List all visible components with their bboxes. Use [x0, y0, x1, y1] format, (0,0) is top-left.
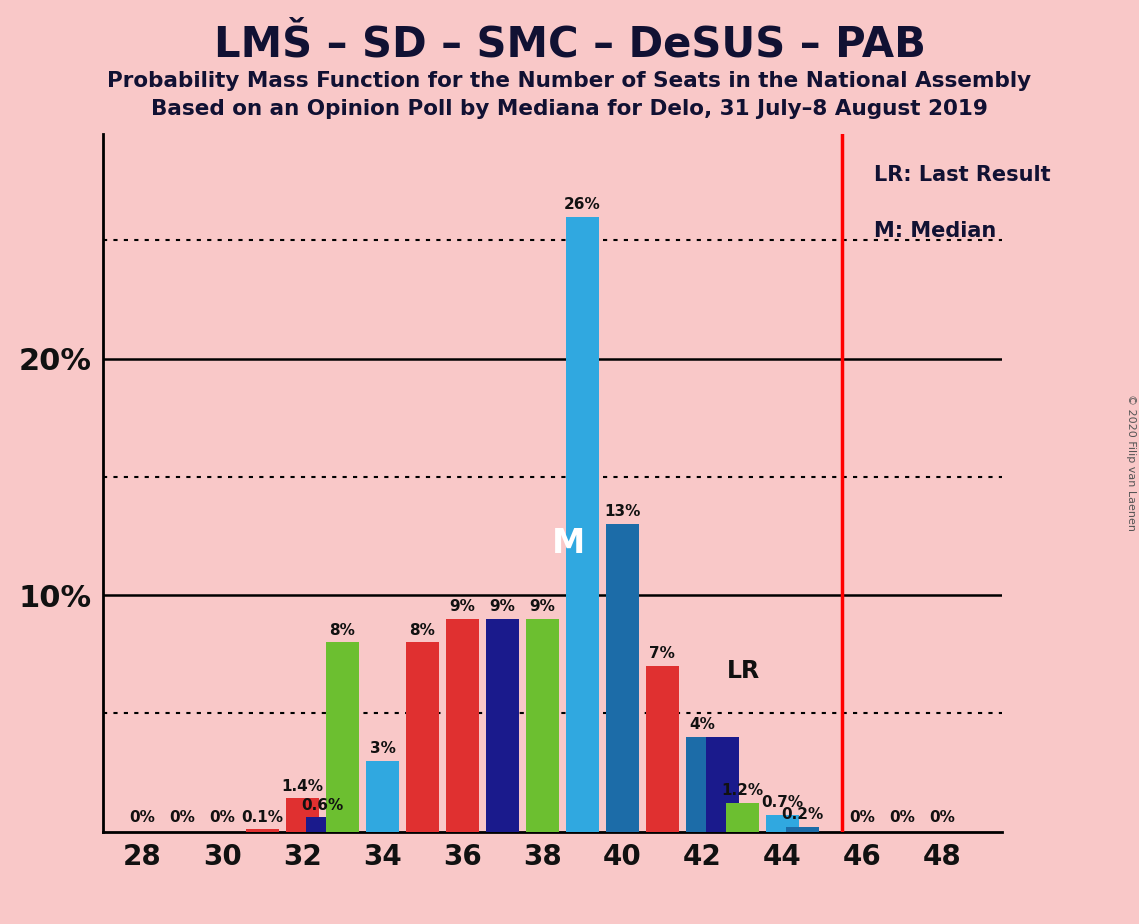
Bar — [686, 737, 719, 832]
Bar — [526, 619, 559, 832]
Text: © 2020 Filip van Laenen: © 2020 Filip van Laenen — [1126, 394, 1136, 530]
Text: 9%: 9% — [490, 599, 515, 614]
Text: 0%: 0% — [210, 809, 236, 824]
Bar — [405, 642, 439, 832]
Bar — [366, 760, 399, 832]
Text: 0.1%: 0.1% — [241, 809, 284, 824]
Text: 9%: 9% — [530, 599, 556, 614]
Bar — [786, 827, 819, 832]
Text: 0%: 0% — [130, 809, 155, 824]
Text: 0%: 0% — [890, 809, 916, 824]
Text: Probability Mass Function for the Number of Seats in the National Assembly: Probability Mass Function for the Number… — [107, 71, 1032, 91]
Bar — [486, 619, 519, 832]
Text: 0.7%: 0.7% — [761, 796, 803, 810]
Text: 9%: 9% — [450, 599, 475, 614]
Text: 1.4%: 1.4% — [281, 779, 323, 794]
Text: LR: LR — [727, 659, 760, 683]
Text: 4%: 4% — [689, 717, 715, 733]
Text: Based on an Opinion Poll by Mediana for Delo, 31 July–8 August 2019: Based on an Opinion Poll by Mediana for … — [151, 99, 988, 119]
Text: 26%: 26% — [564, 197, 600, 212]
Bar — [446, 619, 478, 832]
Bar — [646, 666, 679, 832]
Bar — [765, 815, 798, 832]
Text: 7%: 7% — [649, 646, 675, 662]
Text: LMŠ – SD – SMC – DeSUS – PAB: LMŠ – SD – SMC – DeSUS – PAB — [214, 23, 925, 65]
Text: M: Median: M: Median — [875, 222, 997, 241]
Bar — [566, 217, 599, 832]
Text: 13%: 13% — [604, 505, 640, 519]
Text: 0.2%: 0.2% — [781, 808, 823, 822]
Bar — [726, 803, 759, 832]
Bar — [286, 798, 319, 832]
Text: 1.2%: 1.2% — [721, 784, 763, 798]
Bar — [706, 737, 739, 832]
Text: 3%: 3% — [369, 741, 395, 756]
Bar — [306, 818, 339, 832]
Text: 8%: 8% — [410, 623, 435, 638]
Text: 0%: 0% — [850, 809, 875, 824]
Bar — [246, 829, 279, 832]
Bar — [326, 642, 359, 832]
Text: M: M — [551, 527, 585, 560]
Text: 8%: 8% — [329, 623, 355, 638]
Text: 0%: 0% — [929, 809, 956, 824]
Text: 0%: 0% — [170, 809, 196, 824]
Text: 0.6%: 0.6% — [302, 797, 344, 813]
Bar — [606, 524, 639, 832]
Text: LR: Last Result: LR: Last Result — [875, 164, 1051, 185]
